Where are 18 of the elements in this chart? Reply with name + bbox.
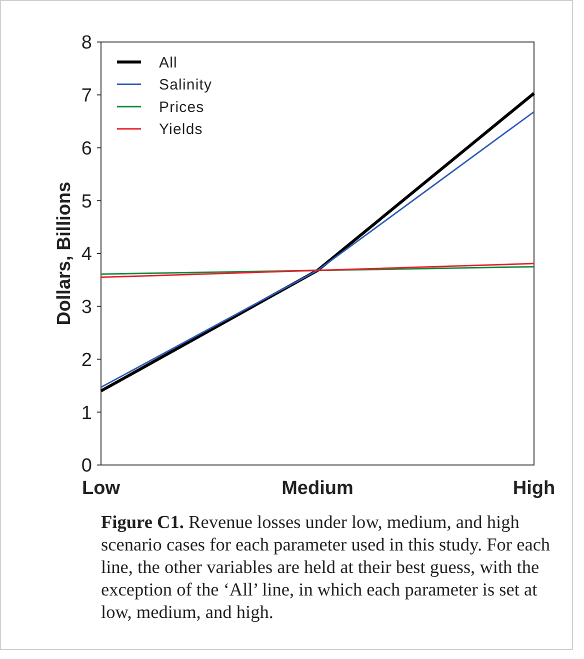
y-tick-label: 8 bbox=[81, 32, 92, 54]
x-tick-label: Medium bbox=[282, 478, 354, 499]
x-tick-label: High bbox=[512, 478, 556, 499]
legend-label: All bbox=[159, 54, 178, 72]
y-tick-label: 1 bbox=[81, 402, 92, 424]
y-tick-label: 3 bbox=[81, 297, 92, 318]
y-tick-label: 7 bbox=[81, 86, 92, 107]
caption: Figure C1. Revenue losses under low, medium, and high scenario cases for each parameter used in this study. For each line, the other variables are held at their best guess, with the exception of the ‘All’ line, in which each parameter is set at low, medium, and high. bbox=[101, 512, 550, 622]
legend-label: Prices bbox=[159, 98, 204, 116]
y-tick-label: 6 bbox=[81, 138, 92, 160]
y-tick-label: 2 bbox=[81, 350, 92, 371]
legend-label: Yields bbox=[159, 121, 203, 138]
y-axis-title: Dollars, Billions bbox=[54, 182, 75, 326]
y-tick-label: 0 bbox=[81, 456, 92, 477]
y-tick-label: 5 bbox=[81, 191, 92, 212]
legend-label: Salinity bbox=[159, 76, 212, 94]
x-tick-label: Low bbox=[82, 478, 120, 499]
y-tick-label: 4 bbox=[81, 244, 92, 266]
